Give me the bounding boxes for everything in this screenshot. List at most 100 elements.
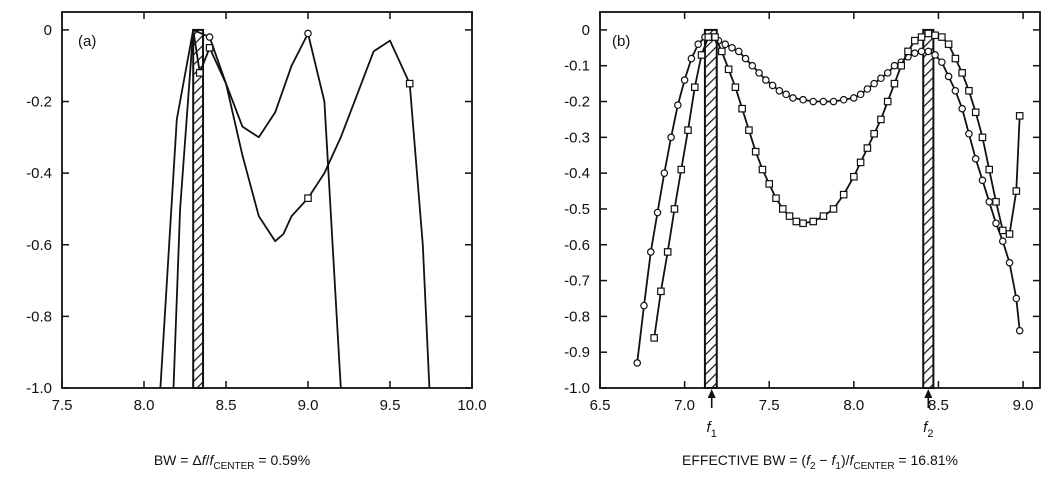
data-point	[839, 95, 848, 104]
panel-a-series	[159, 28, 431, 389]
panel-a-caption-slash: /	[206, 452, 210, 468]
y-tick-label: -0.1	[564, 58, 590, 75]
data-point	[971, 155, 980, 163]
data-point	[697, 51, 706, 59]
data-point	[883, 69, 892, 77]
data-point	[985, 165, 994, 174]
data-point	[883, 97, 892, 106]
data-point	[741, 54, 750, 63]
y-tick-label: 0	[582, 22, 590, 39]
data-point	[731, 83, 740, 92]
panel-b-caption: EFFECTIVE BW = (f2 − f1)/fCENTER = 16.81…	[682, 452, 958, 472]
data-point	[890, 61, 899, 70]
panel-b-caption-prefix: EFFECTIVE BW = (	[682, 452, 806, 468]
x-tick-label: 8.5	[928, 397, 949, 414]
data-point	[1012, 294, 1021, 303]
annotation-label: f1	[707, 419, 717, 440]
data-point	[992, 197, 1000, 206]
panel-a-caption-f: f	[202, 452, 208, 468]
y-tick-label: -0.5	[564, 201, 590, 218]
y-tick-label: -1.0	[26, 380, 52, 397]
data-point	[998, 226, 1007, 235]
data-point	[863, 85, 872, 93]
data-point	[670, 205, 679, 213]
data-point	[640, 301, 648, 310]
y-tick-label: -0.8	[26, 308, 52, 325]
data-point	[877, 74, 885, 83]
data-point	[734, 47, 743, 56]
data-point	[799, 95, 807, 104]
hatched-bar	[192, 28, 205, 390]
data-point	[755, 69, 763, 77]
data-point	[748, 61, 757, 70]
panel-a-caption-sub: CENTER	[213, 461, 254, 472]
data-point	[917, 33, 926, 41]
data-point	[809, 217, 818, 226]
data-point	[684, 126, 692, 134]
data-point	[917, 47, 926, 56]
panel-b: (b) 6.5 7.0 7.5 8.0 8.5 9.0 0 -0.1 -0.2 -0.3 -0.4 -…	[564, 11, 1041, 472]
annotation-label: f2	[923, 419, 933, 440]
data-point	[850, 172, 858, 181]
data-point	[650, 334, 658, 342]
data-point	[951, 54, 960, 63]
panel-b-caption-fcenter: f	[850, 452, 856, 468]
data-point	[304, 194, 312, 203]
data-point	[680, 76, 689, 84]
data-point	[711, 33, 719, 41]
data-point	[978, 176, 987, 185]
data-point	[870, 129, 878, 138]
data-point	[646, 248, 655, 256]
y-tick-label: -0.8	[564, 308, 590, 325]
x-tick-label: 7.5	[52, 397, 73, 414]
hatched-bar	[922, 28, 935, 390]
data-point	[839, 190, 848, 199]
panel-b-caption-f1: f	[832, 452, 838, 468]
data-point	[789, 94, 797, 102]
data-point	[965, 129, 973, 138]
data-point	[904, 47, 912, 56]
data-point	[745, 126, 753, 134]
data-point	[660, 169, 669, 177]
data-point	[751, 147, 760, 156]
data-point	[938, 58, 946, 66]
panel-b-annotations: f1 f2	[707, 389, 933, 440]
data-point	[856, 90, 865, 99]
x-tick-label: 9.5	[380, 397, 401, 414]
data-point	[768, 81, 777, 90]
panel-b-frame	[599, 11, 1041, 389]
data-point	[809, 97, 818, 106]
data-point	[863, 144, 872, 152]
data-point	[724, 65, 733, 74]
data-point	[728, 44, 736, 52]
x-tick-label: 8.5	[216, 397, 237, 414]
data-point	[931, 51, 939, 59]
data-point	[1015, 112, 1024, 120]
data-point	[985, 197, 994, 206]
x-tick-label: 10.0	[457, 397, 486, 414]
data-point	[694, 40, 702, 49]
panel-b-label: (b)	[612, 33, 630, 50]
data-point	[890, 79, 899, 88]
x-tick-label: 8.0	[134, 397, 155, 414]
data-point	[663, 248, 672, 256]
series-line	[159, 28, 342, 389]
panel-b-series	[633, 29, 1024, 367]
data-point	[687, 54, 696, 63]
annotation-arrowhead	[924, 389, 933, 398]
data-point	[738, 104, 746, 113]
data-point	[856, 158, 865, 167]
data-point	[829, 97, 838, 106]
data-point	[1005, 230, 1014, 238]
panel-b-caption-close: )/	[841, 452, 850, 468]
data-point	[944, 40, 953, 49]
series-line	[172, 28, 431, 389]
data-point	[758, 165, 767, 174]
panel-b-caption-suffix: = 16.81%	[895, 452, 958, 468]
data-point	[657, 287, 665, 296]
data-point	[951, 86, 960, 95]
panel-a-ticks: 7.5 8.0 8.5 9.0 9.5 10.0 0 -0.2 -0.4 -0.6 -0.8 -1.0	[26, 12, 487, 414]
data-point	[992, 219, 1000, 228]
panel-a-caption-suffix: = 0.59%	[255, 452, 311, 468]
